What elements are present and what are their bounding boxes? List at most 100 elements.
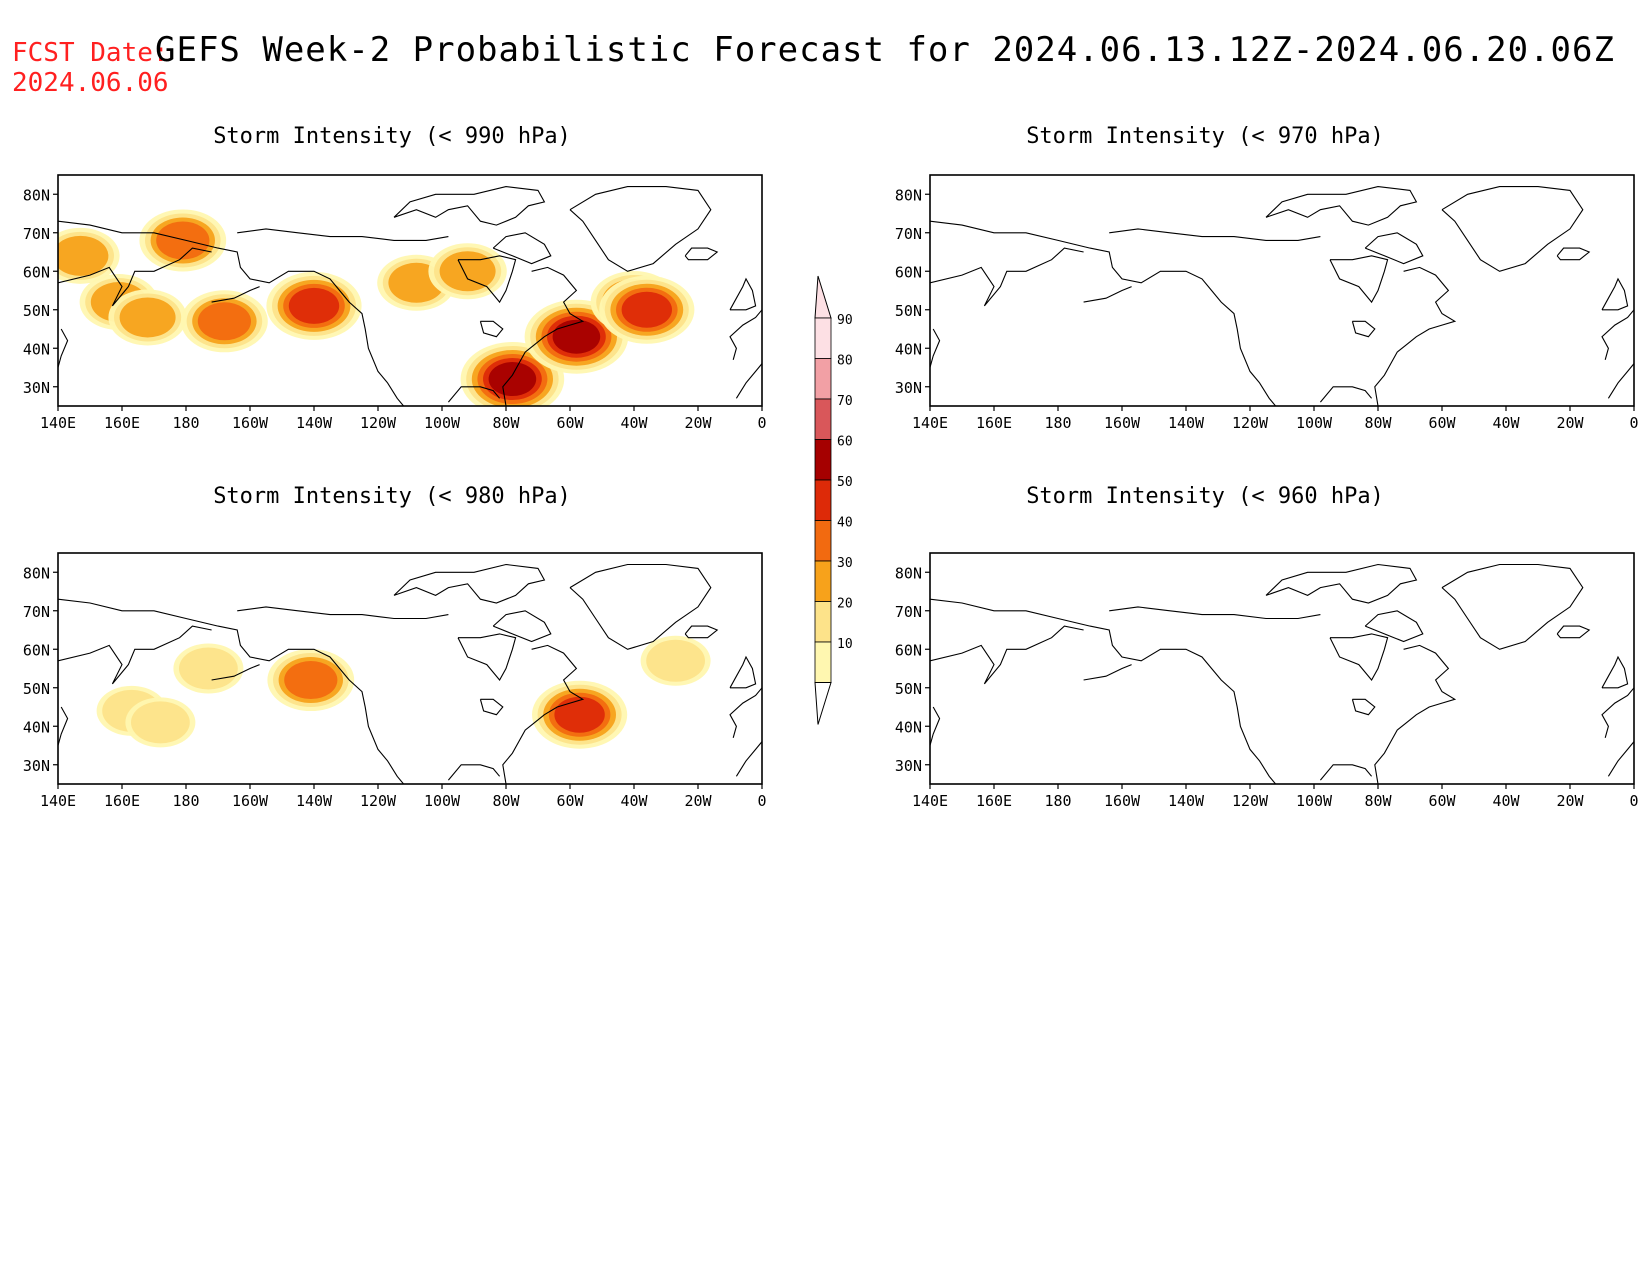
lon-tick-label: 120W — [1232, 792, 1269, 810]
lat-tick-label: 30N — [895, 757, 922, 775]
lon-tick-label: 160W — [232, 792, 269, 810]
map-frame — [929, 174, 1635, 407]
lat-tick-label: 70N — [23, 225, 50, 243]
probability-region — [488, 362, 537, 397]
lon-tick-label: 20W — [1556, 792, 1584, 810]
colorbar-swatch — [814, 560, 832, 602]
coastline — [1351, 320, 1376, 338]
colorbar-swatch — [814, 439, 832, 481]
probability-region — [58, 235, 109, 276]
lon-tick-label: 0 — [1629, 414, 1638, 432]
coastline — [479, 698, 504, 716]
probability-region — [621, 291, 672, 328]
colorbar: 90 80 70 60 50 40 30 20 10 — [814, 275, 853, 725]
lat-tick-label: 80N — [23, 186, 50, 204]
lon-tick-label: 0 — [757, 792, 766, 810]
lat-tick-label: 60N — [895, 641, 922, 659]
lon-tick-label: 160W — [1104, 792, 1141, 810]
lon-tick-label: 140E — [40, 414, 76, 432]
lon-tick-label: 180 — [1044, 414, 1071, 432]
coastline — [457, 633, 517, 681]
lon-tick-label: 140E — [912, 414, 948, 432]
lon-tick-label: 100W — [1296, 792, 1333, 810]
lon-tick-label: 120W — [1232, 414, 1269, 432]
lon-tick-label: 160E — [976, 792, 1012, 810]
lat-tick-label: 40N — [23, 340, 50, 358]
coastline — [1601, 309, 1634, 360]
lat-tick-label: 60N — [23, 641, 50, 659]
coastline — [930, 706, 941, 746]
probability-region — [646, 639, 705, 682]
lon-tick-label: 140W — [296, 792, 333, 810]
lat-tick-label: 60N — [895, 263, 922, 281]
lat-tick-label: 80N — [23, 564, 50, 582]
probability-region — [288, 287, 340, 324]
coastline — [1374, 266, 1457, 406]
lon-tick-label: 80W — [1364, 792, 1392, 810]
coastline — [569, 563, 712, 650]
lat-tick-label: 50N — [895, 302, 922, 320]
coastline — [1364, 232, 1424, 265]
coastline — [1601, 687, 1634, 738]
coastline — [1089, 247, 1277, 406]
lat-tick-label: 70N — [895, 603, 922, 621]
map-frame — [57, 552, 763, 785]
lon-tick-label: 160W — [232, 414, 269, 432]
lat-tick-label: 40N — [895, 340, 922, 358]
coastline — [1556, 625, 1591, 639]
colorbar-swatch — [814, 641, 832, 683]
coastline — [492, 610, 552, 643]
colorbar-label: 80 — [837, 354, 853, 369]
lon-tick-label: 120W — [360, 792, 397, 810]
coastline — [393, 563, 546, 604]
lon-tick-label: 160E — [976, 414, 1012, 432]
lon-tick-label: 140E — [912, 792, 948, 810]
coastline — [1601, 277, 1629, 311]
map-panel-960: 80N 70N 60N 50N 40N 30N 140E 160E 180 160W 140W 120… — [895, 552, 1639, 810]
coastline — [58, 625, 212, 685]
coastline — [1441, 186, 1584, 272]
coastline — [447, 386, 501, 403]
coastline — [393, 186, 546, 226]
coastline — [729, 309, 762, 360]
panel-title-960: Storm Intensity (< 960 hPa) — [1026, 484, 1384, 509]
colorbar-label: 60 — [837, 435, 853, 450]
coastline — [729, 655, 757, 689]
lat-tick-label: 30N — [23, 379, 50, 397]
coastline — [930, 625, 1084, 685]
lon-tick-label: 140W — [296, 414, 333, 432]
lon-tick-label: 180 — [172, 792, 199, 810]
lon-tick-label: 60W — [556, 414, 584, 432]
lon-tick-label: 0 — [1629, 792, 1638, 810]
coastline — [1601, 655, 1629, 689]
lon-tick-label: 180 — [172, 414, 199, 432]
coastline — [58, 328, 69, 368]
coastline — [1607, 741, 1634, 777]
lon-tick-label: 0 — [757, 414, 766, 432]
map-frame — [929, 552, 1635, 785]
lon-tick-label: 140W — [1168, 792, 1205, 810]
lon-tick-label: 40W — [1492, 792, 1520, 810]
probability-region — [119, 297, 176, 338]
map-panel-970: 80N 70N 60N 50N 40N 30N 140E 160E 180 160W 140W 120… — [895, 174, 1639, 432]
lat-tick-label: 60N — [23, 263, 50, 281]
coastline — [1441, 563, 1584, 650]
probability-region — [156, 221, 210, 260]
coastline — [502, 644, 585, 784]
colorbar-swatch — [814, 317, 832, 359]
fcst-date-label: FCST Date: — [12, 38, 169, 68]
lon-tick-label: 60W — [1428, 414, 1456, 432]
lon-tick-label: 20W — [684, 792, 712, 810]
lat-tick-label: 50N — [23, 302, 50, 320]
coastline — [1109, 606, 1321, 620]
page-title: GEFS Week-2 Probabilistic Forecast for 2… — [155, 30, 1615, 70]
map-panel-980: 80N 70N 60N 50N 40N 30N 140E 160E 180 160W 140W 120… — [23, 552, 767, 810]
coastline — [1083, 664, 1132, 681]
coastline — [457, 255, 517, 304]
lon-tick-label: 100W — [424, 792, 461, 810]
coastline — [1556, 247, 1591, 261]
lon-tick-label: 60W — [1428, 792, 1456, 810]
coastline — [211, 286, 260, 303]
coastline — [1089, 625, 1277, 784]
